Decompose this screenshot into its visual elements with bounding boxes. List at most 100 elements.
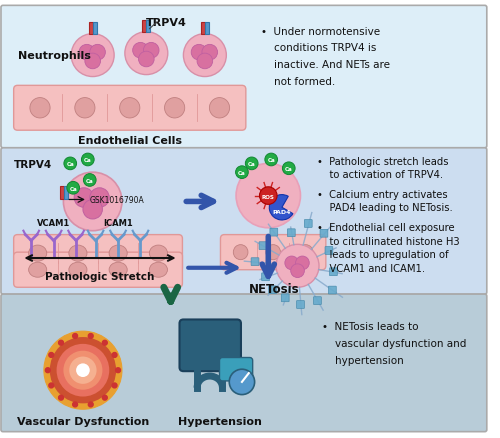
Circle shape — [82, 154, 94, 166]
Circle shape — [84, 174, 96, 187]
Circle shape — [276, 245, 319, 288]
Text: to activation of TRPV4.: to activation of TRPV4. — [317, 170, 443, 180]
Circle shape — [112, 353, 117, 357]
Text: •  Under normotensive: • Under normotensive — [262, 27, 380, 37]
Ellipse shape — [30, 99, 50, 119]
Circle shape — [88, 402, 93, 407]
Text: vascular dysfunction and: vascular dysfunction and — [322, 338, 466, 348]
Circle shape — [83, 200, 102, 219]
Ellipse shape — [109, 246, 127, 261]
Ellipse shape — [69, 246, 87, 261]
Circle shape — [102, 340, 108, 346]
Text: PAD4 leading to NETosis.: PAD4 leading to NETosis. — [317, 203, 453, 213]
Text: not formed.: not formed. — [262, 76, 336, 86]
Circle shape — [236, 164, 300, 228]
FancyBboxPatch shape — [282, 294, 289, 302]
Circle shape — [144, 43, 159, 59]
FancyBboxPatch shape — [1, 294, 487, 432]
Circle shape — [46, 368, 50, 373]
FancyBboxPatch shape — [180, 320, 241, 371]
Ellipse shape — [28, 263, 46, 278]
Circle shape — [56, 344, 110, 397]
Circle shape — [90, 45, 106, 61]
Circle shape — [236, 166, 248, 179]
Text: Endothelial Cells: Endothelial Cells — [78, 136, 182, 146]
Text: •  Pathologic stretch leads: • Pathologic stretch leads — [317, 156, 448, 166]
FancyBboxPatch shape — [270, 229, 278, 237]
Circle shape — [132, 43, 148, 59]
Text: inactive. And NETs are: inactive. And NETs are — [262, 60, 390, 70]
Text: TRPV4: TRPV4 — [146, 18, 186, 28]
FancyBboxPatch shape — [296, 301, 304, 309]
Text: to citrullinated histone H3: to citrullinated histone H3 — [317, 236, 460, 246]
Circle shape — [49, 353, 54, 357]
Ellipse shape — [75, 99, 95, 119]
FancyBboxPatch shape — [268, 286, 276, 294]
FancyBboxPatch shape — [89, 23, 92, 35]
Wedge shape — [270, 195, 293, 220]
Circle shape — [265, 154, 278, 166]
FancyBboxPatch shape — [146, 21, 150, 32]
Circle shape — [197, 54, 212, 70]
Text: hypertension: hypertension — [322, 355, 404, 365]
Circle shape — [296, 257, 309, 270]
Text: conditions TRPV4 is: conditions TRPV4 is — [262, 43, 377, 53]
Ellipse shape — [266, 245, 280, 260]
Text: Ca: Ca — [268, 158, 275, 163]
FancyBboxPatch shape — [220, 235, 326, 270]
FancyBboxPatch shape — [220, 358, 252, 381]
Text: leads to upregulation of: leads to upregulation of — [317, 250, 448, 260]
Text: ROS: ROS — [262, 194, 274, 199]
FancyBboxPatch shape — [325, 247, 333, 255]
Circle shape — [246, 158, 258, 170]
Text: GSK1016790A: GSK1016790A — [90, 195, 144, 205]
Text: TRPV4: TRPV4 — [14, 159, 52, 169]
Text: Neutrophils: Neutrophils — [18, 51, 90, 61]
FancyBboxPatch shape — [142, 21, 146, 32]
Circle shape — [44, 332, 122, 409]
Text: Ca: Ca — [66, 162, 74, 167]
FancyBboxPatch shape — [314, 297, 322, 305]
Circle shape — [64, 173, 122, 231]
Circle shape — [90, 188, 110, 208]
Text: •  NETosis leads to: • NETosis leads to — [322, 321, 418, 332]
FancyBboxPatch shape — [251, 258, 259, 266]
Circle shape — [290, 264, 304, 278]
Circle shape — [72, 334, 78, 339]
Circle shape — [49, 383, 54, 388]
Ellipse shape — [150, 246, 168, 261]
Text: Ca: Ca — [86, 179, 94, 184]
FancyBboxPatch shape — [259, 242, 267, 250]
Circle shape — [260, 187, 277, 205]
FancyBboxPatch shape — [1, 6, 487, 148]
Ellipse shape — [164, 99, 184, 119]
Circle shape — [282, 162, 295, 175]
FancyBboxPatch shape — [92, 23, 96, 35]
Text: ICAM1: ICAM1 — [103, 218, 133, 227]
Circle shape — [64, 158, 76, 170]
Text: Ca: Ca — [238, 171, 246, 176]
FancyBboxPatch shape — [328, 286, 336, 294]
Circle shape — [85, 54, 100, 70]
Ellipse shape — [210, 99, 230, 119]
Ellipse shape — [69, 263, 87, 278]
Circle shape — [58, 396, 64, 400]
FancyBboxPatch shape — [304, 220, 312, 228]
Circle shape — [58, 340, 64, 346]
Text: VCAM1: VCAM1 — [37, 218, 70, 227]
FancyBboxPatch shape — [14, 86, 246, 131]
Text: PAD4: PAD4 — [272, 209, 291, 214]
FancyBboxPatch shape — [14, 253, 182, 288]
FancyBboxPatch shape — [14, 235, 182, 272]
Circle shape — [71, 35, 114, 78]
Circle shape — [64, 351, 102, 390]
Circle shape — [79, 45, 94, 61]
Text: Pathologic Stretch: Pathologic Stretch — [45, 271, 154, 281]
FancyBboxPatch shape — [60, 187, 64, 200]
Text: Ca: Ca — [84, 158, 92, 163]
FancyBboxPatch shape — [64, 187, 68, 200]
Circle shape — [72, 402, 78, 407]
Circle shape — [202, 45, 218, 61]
Text: •  Calcium entry activates: • Calcium entry activates — [317, 189, 448, 199]
Circle shape — [88, 334, 93, 339]
